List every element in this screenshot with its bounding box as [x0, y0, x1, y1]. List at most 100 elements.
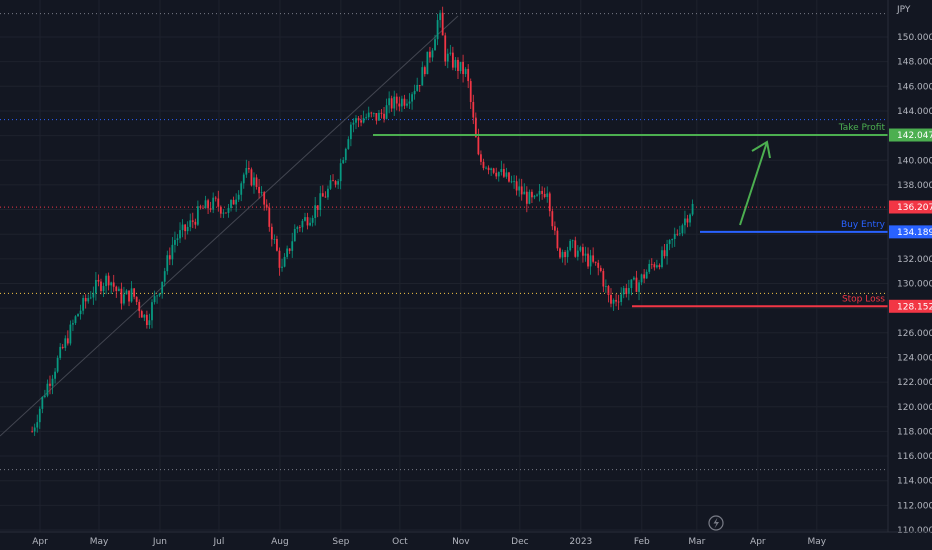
y-tick-label: 126.000	[897, 329, 932, 339]
candle-body	[375, 112, 378, 121]
candle-body	[355, 118, 357, 123]
candle-body	[324, 196, 327, 198]
candle-body	[298, 227, 301, 228]
candle-body	[604, 286, 607, 287]
grid-layer	[0, 0, 888, 532]
candle-body	[444, 35, 447, 62]
candle-body	[247, 167, 250, 170]
candle-body	[531, 191, 533, 198]
candle-body	[474, 117, 477, 138]
candle-body	[168, 255, 171, 260]
level-label: Stop Loss	[842, 294, 885, 304]
y-tick-label: 148.000	[897, 58, 932, 68]
candle-body	[161, 281, 164, 294]
candle-body	[482, 161, 485, 169]
candle-body	[541, 190, 544, 194]
candle-body	[225, 212, 227, 214]
candle-body	[181, 224, 184, 231]
lightning-icon[interactable]	[708, 515, 724, 531]
candle-body	[82, 297, 85, 311]
candle-body	[352, 122, 355, 125]
price-axis[interactable]: JPY 110.000 112.000 114.000 116.000 118.000 1…	[887, 0, 932, 536]
candle-body	[431, 50, 434, 58]
candle-body	[97, 279, 100, 282]
candle-body	[548, 193, 551, 212]
candle-body	[627, 288, 630, 294]
candle-body	[255, 177, 258, 187]
candle-body	[553, 226, 556, 231]
candle-body	[451, 52, 454, 68]
candle-body	[584, 253, 587, 256]
candle-body	[130, 288, 133, 302]
candle-body	[217, 198, 220, 207]
candle-body	[293, 228, 296, 242]
candle-body	[678, 233, 681, 235]
candle-body	[138, 301, 141, 312]
y-tick-label: 112.000	[897, 501, 932, 511]
candle-body	[227, 207, 230, 213]
candle-body	[676, 233, 679, 235]
candle-body	[508, 172, 510, 182]
x-tick-label: Sep	[332, 537, 349, 547]
candle-body	[388, 98, 391, 106]
candle-body	[658, 265, 661, 268]
candle-body	[635, 277, 638, 292]
candle-body	[245, 167, 248, 175]
candle-body	[242, 174, 245, 184]
candle-body	[222, 212, 225, 214]
dotted-levels	[0, 13, 888, 471]
x-tick-label: Dec	[511, 537, 528, 547]
candle-body	[123, 294, 125, 304]
candle-body	[380, 112, 383, 114]
candle-body	[449, 52, 452, 54]
candle-body	[390, 98, 393, 109]
candle-body	[681, 225, 684, 234]
candle-body	[171, 244, 174, 260]
candle-body	[163, 271, 166, 282]
candle-body	[309, 222, 311, 226]
candle-body	[357, 118, 360, 121]
candle-body	[112, 282, 115, 287]
candle-body	[273, 239, 276, 240]
candle-body	[135, 296, 138, 302]
x-tick-label: Jul	[213, 537, 225, 547]
candle-body	[426, 51, 429, 75]
candle-body	[413, 90, 416, 95]
candle-body	[406, 103, 408, 106]
x-tick-label: Mar	[688, 537, 705, 547]
candle-body	[655, 265, 658, 268]
candle-body	[633, 277, 635, 280]
candle-body	[441, 12, 444, 36]
candle-body	[686, 218, 689, 223]
candle-body	[33, 427, 36, 432]
level-label: Take Profit	[838, 123, 886, 133]
candle-body	[54, 371, 56, 379]
candle-body	[319, 193, 322, 210]
candle-body	[46, 383, 49, 396]
candle-body	[64, 338, 67, 348]
candle-body	[689, 214, 691, 223]
candle-body	[38, 408, 41, 423]
projection-arrow[interactable]	[739, 140, 771, 226]
candle-body	[263, 192, 266, 205]
candle-body	[502, 169, 505, 177]
candle-body	[232, 200, 235, 205]
candle-body	[398, 103, 401, 107]
candle-body	[576, 250, 579, 257]
x-tick-label: May	[90, 537, 109, 547]
candle-body	[668, 240, 671, 245]
candle-body	[301, 220, 304, 228]
candle-body	[393, 96, 396, 109]
candle-body	[421, 67, 424, 86]
candle-body	[533, 195, 536, 198]
candle-body	[66, 338, 69, 344]
time-axis[interactable]: Apr May Jun Jul Aug Sep Oct Nov Dec 2023 Feb Mar Apr…	[0, 531, 932, 547]
candle-body	[497, 172, 500, 177]
candle-body	[434, 39, 436, 51]
trade-levels[interactable]: Take Profit Buy Entry Stop Loss	[373, 123, 888, 308]
candle-body	[145, 314, 148, 326]
y-tick-label: 140.000	[897, 156, 932, 166]
candle-body	[196, 206, 199, 225]
